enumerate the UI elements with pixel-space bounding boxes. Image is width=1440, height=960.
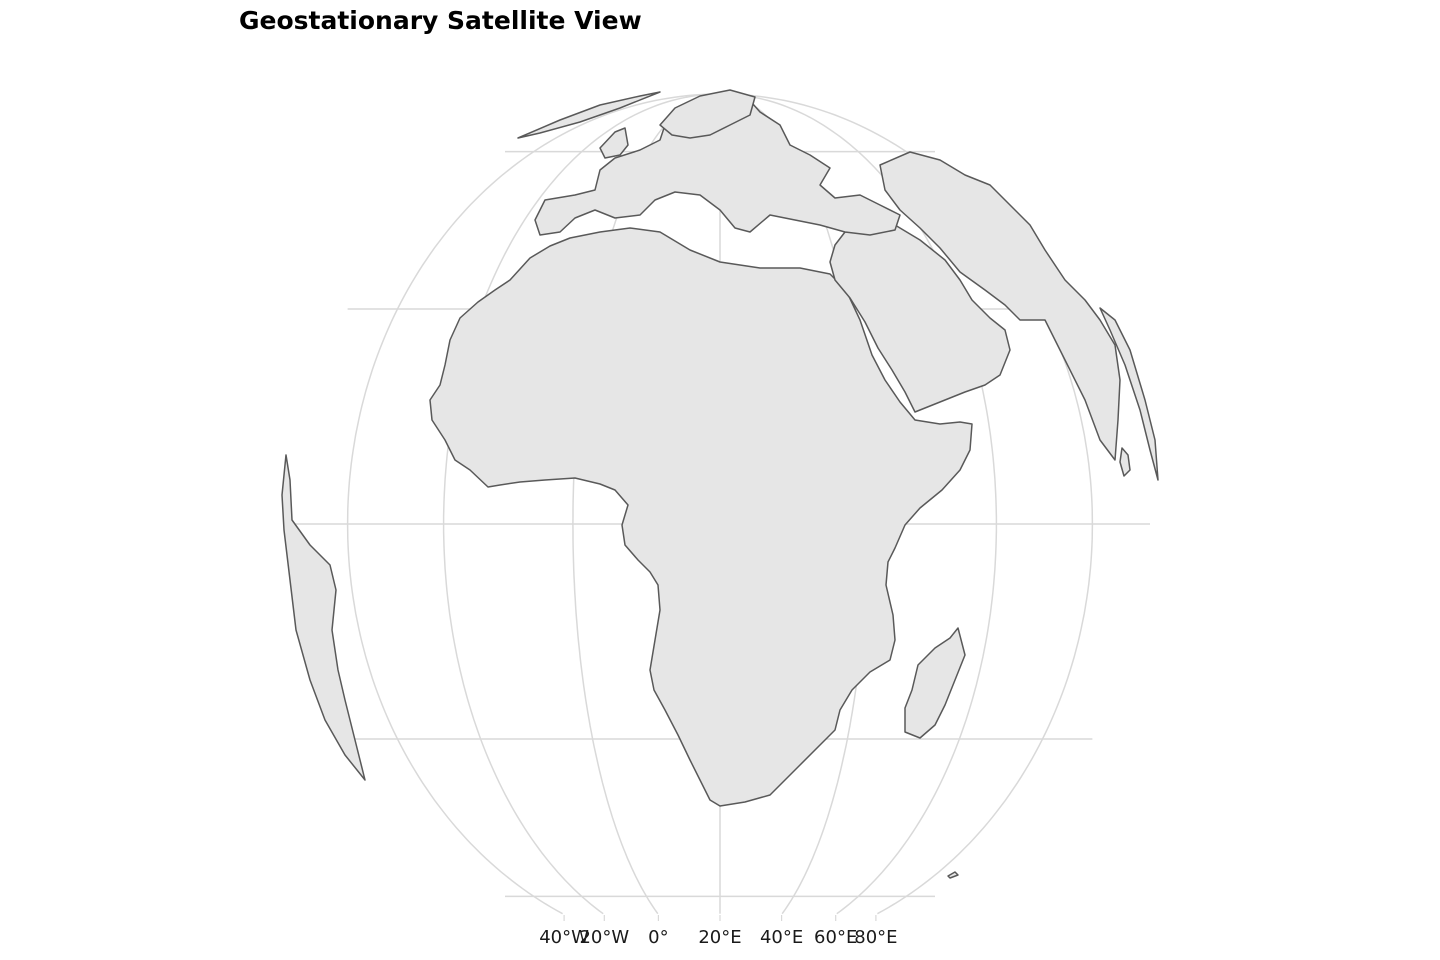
africa-landmass[interactable] — [429, 227, 973, 807]
south-island[interactable] — [947, 871, 959, 879]
longitude-label: 20°W — [579, 927, 629, 948]
longitude-label: 40°E — [760, 927, 803, 948]
longitude-label: 20°E — [698, 927, 741, 948]
southeast-asia-edge[interactable] — [1099, 307, 1159, 481]
longitude-label: 40°W — [539, 927, 589, 948]
longitude-labels: 40°W20°W 0° 20°E 40°E 60°E80°E — [539, 915, 898, 948]
map-title: Geostationary Satellite View — [239, 6, 642, 35]
greenland-edge[interactable] — [517, 91, 661, 139]
meridian-line — [346, 93, 714, 915]
south-america-edge[interactable] — [281, 454, 366, 781]
madagascar[interactable] — [904, 627, 966, 739]
arabian-peninsula[interactable] — [829, 224, 1011, 413]
meridian-line — [724, 93, 998, 915]
longitude-label: 60°E — [814, 927, 857, 948]
land-layer — [281, 89, 1159, 879]
meridian-line — [726, 93, 1094, 915]
europe[interactable] — [534, 94, 901, 236]
south-asia[interactable] — [879, 151, 1121, 461]
longitude-label: 80°E — [854, 927, 897, 948]
longitude-label: 0° — [648, 927, 668, 948]
british-isles[interactable] — [599, 127, 629, 159]
sri-lanka[interactable] — [1119, 447, 1131, 477]
scandinavia[interactable] — [659, 89, 756, 139]
